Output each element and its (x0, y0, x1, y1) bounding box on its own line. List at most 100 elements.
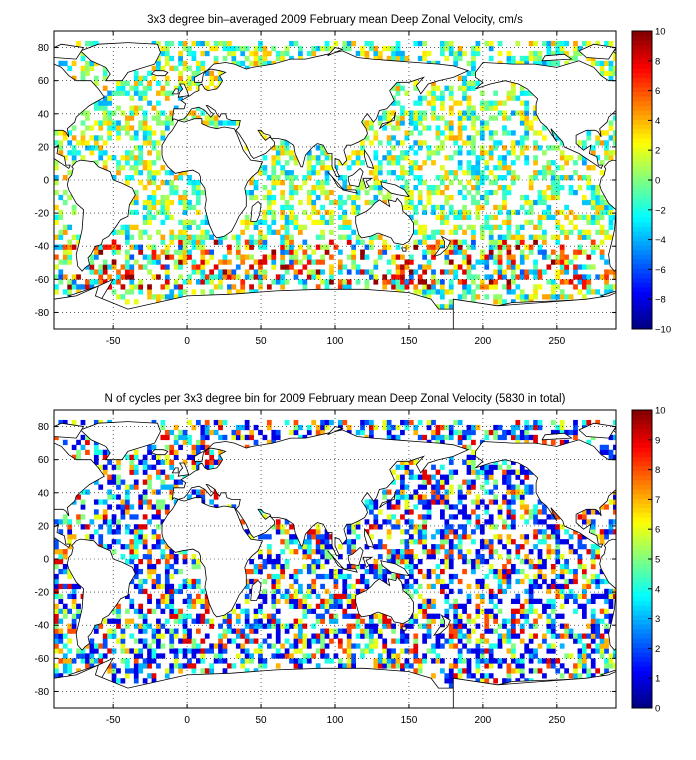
bin-cell (195, 648, 201, 654)
bin-cell (200, 648, 206, 654)
bin-cell (160, 165, 166, 171)
bin-cell (373, 194, 379, 201)
bin-cell (124, 529, 130, 535)
bin-cell (577, 673, 583, 679)
bin-cell (528, 638, 534, 644)
bin-cell (164, 194, 170, 201)
bin-cell (604, 289, 609, 295)
bin-cell (599, 444, 605, 451)
bin-cell (151, 199, 157, 206)
bin-cell (213, 120, 219, 126)
bin-cell (604, 145, 609, 151)
bin-cell (346, 184, 352, 191)
bin-cell (191, 184, 197, 191)
bin-cell (369, 648, 374, 654)
bin-cell (435, 304, 441, 310)
bin-cell (524, 194, 530, 201)
bin-cell (537, 145, 543, 151)
bin-cell (200, 424, 206, 431)
bin-cell (320, 603, 325, 609)
bin-cell (590, 593, 596, 600)
bin-cell (382, 45, 388, 52)
bin-cell (200, 658, 206, 664)
bin-cell (431, 658, 436, 664)
bin-cell (453, 603, 459, 609)
bin-cell (62, 583, 68, 590)
bin-cell (590, 289, 596, 295)
bin-cell (391, 170, 396, 176)
bin-cell (315, 180, 321, 186)
bin-cell (400, 573, 405, 580)
bin-cell (151, 633, 157, 639)
bin-cell (182, 219, 188, 225)
bin-cell (417, 534, 423, 540)
bin-cell (542, 563, 547, 570)
bin-cell (329, 573, 334, 580)
bin-cell (581, 160, 587, 166)
bin-cell (169, 429, 175, 436)
bin-cell (524, 643, 530, 649)
bin-cell (351, 613, 357, 619)
bin-cell (142, 110, 148, 116)
bin-cell (528, 234, 534, 240)
bin-cell (386, 110, 392, 116)
bin-cell (80, 504, 86, 510)
bin-cell (187, 224, 192, 230)
bin-cell (404, 663, 410, 669)
bin-cell (497, 578, 503, 585)
bin-cell (178, 284, 183, 290)
bin-cell (559, 539, 565, 545)
bin-cell (506, 539, 512, 545)
bin-cell (404, 469, 410, 475)
bin-cell (435, 578, 441, 585)
bin-cell (577, 140, 583, 146)
bin-cell (502, 219, 507, 225)
bin-cell (519, 234, 525, 240)
bin-cell (262, 219, 268, 225)
bin-cell (395, 115, 401, 121)
bin-cell (102, 544, 108, 550)
bin-cell (546, 583, 552, 590)
bin-cell (369, 568, 374, 575)
bin-cell (417, 100, 423, 106)
bin-cell (599, 534, 605, 540)
bin-cell (71, 244, 77, 250)
bin-cell (156, 259, 161, 265)
bin-cell (590, 613, 596, 619)
bin-cell (581, 613, 587, 619)
bin-cell (284, 598, 290, 604)
bin-cell (107, 519, 112, 525)
colorbar-tick-label: −10 (655, 325, 671, 336)
bin-cell (62, 244, 68, 250)
bin-cell (382, 249, 388, 255)
bin-cell (542, 229, 547, 235)
bin-cell (395, 80, 401, 86)
bin-cell (271, 45, 277, 52)
bin-cell (342, 583, 348, 590)
continent-outline (380, 181, 410, 198)
bin-cell (293, 638, 299, 644)
bin-cell (116, 269, 121, 275)
bin-cell (524, 125, 530, 131)
bin-cell (577, 593, 583, 600)
bin-cell (466, 189, 472, 196)
bin-cell (484, 673, 490, 679)
bin-cell (373, 184, 379, 191)
bin-cell (204, 85, 210, 91)
bin-cell (400, 484, 405, 490)
bin-cell (542, 40, 547, 47)
bin-cell (431, 284, 436, 290)
bin-cell (364, 254, 370, 260)
bin-cell (200, 60, 206, 67)
bin-cell (129, 150, 135, 156)
bin-cell (289, 249, 294, 255)
bin-cell (306, 608, 312, 614)
bin-cell (444, 194, 450, 201)
bin-cell (457, 554, 463, 560)
bin-cell (89, 40, 95, 47)
bin-cell (479, 484, 485, 490)
bin-cell (262, 274, 268, 280)
bin-cell (275, 175, 281, 181)
bin-cell (608, 454, 614, 460)
bin-cell (479, 529, 485, 535)
